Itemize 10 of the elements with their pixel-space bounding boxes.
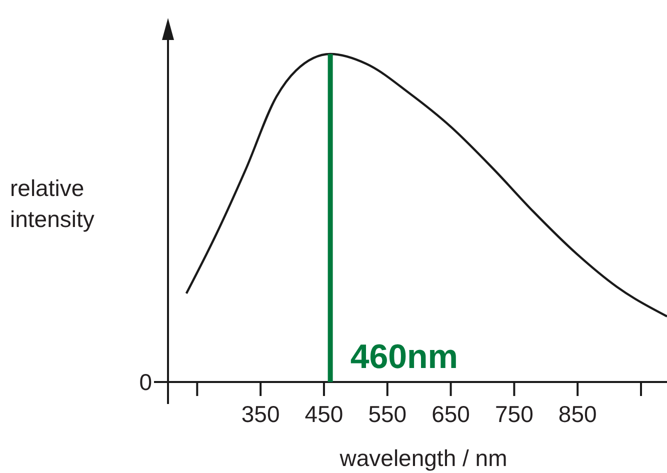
x-tick-label: 750	[495, 401, 534, 427]
x-tick-label: 450	[304, 401, 344, 427]
x-tick-label: 650	[432, 401, 470, 427]
x-axis-title: wavelength / nm	[338, 445, 508, 471]
x-tick-label: 350	[241, 401, 280, 427]
ref-line-label: 460nm	[350, 338, 458, 376]
text: 0	[139, 369, 152, 395]
x-tick-label: 550	[368, 401, 407, 427]
y-axis-title: relative intensity	[10, 175, 95, 232]
x-tick-label: 850	[558, 401, 597, 427]
